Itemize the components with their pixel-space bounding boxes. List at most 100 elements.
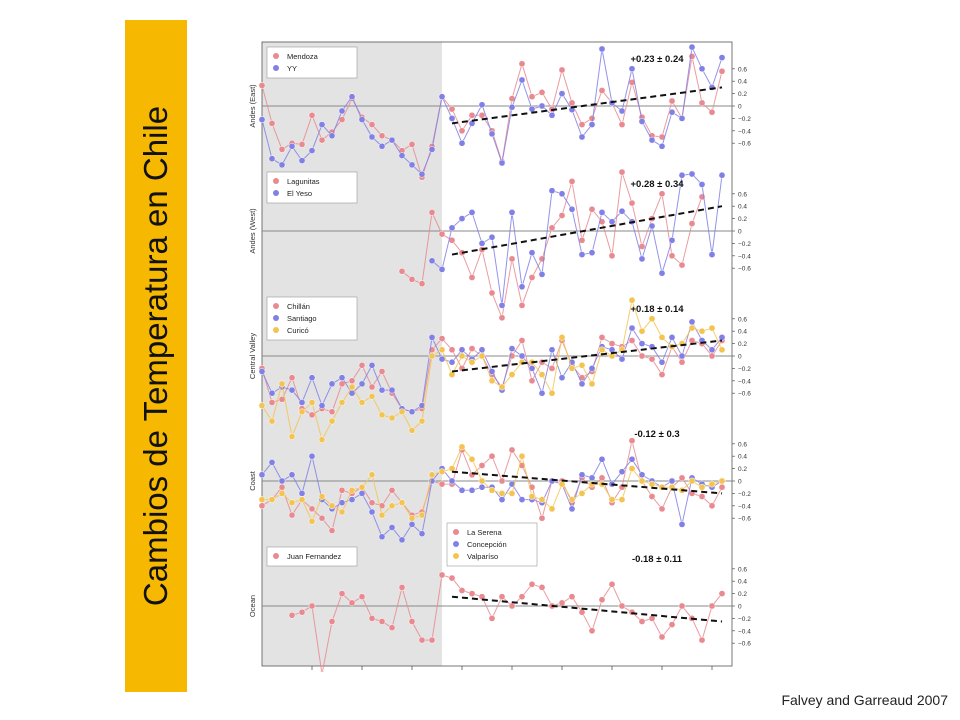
data-point bbox=[348, 496, 356, 503]
data-point bbox=[288, 611, 296, 619]
data-point bbox=[508, 345, 516, 352]
data-point bbox=[368, 361, 376, 369]
data-point bbox=[298, 157, 306, 164]
data-point bbox=[448, 224, 456, 232]
data-point bbox=[308, 602, 316, 610]
y-tick-label: −0.4 bbox=[738, 253, 751, 260]
y-tick-label: 0 bbox=[738, 229, 742, 236]
data-point bbox=[598, 334, 606, 341]
data-point bbox=[388, 502, 396, 510]
data-point bbox=[318, 514, 326, 522]
legend: Juan Fernandez bbox=[266, 546, 358, 567]
data-point bbox=[518, 452, 526, 460]
panel: −0.6 −0.4 −0.2 0 0.2 0.4 0.6 Andes (West) +0.28 … bbox=[248, 168, 751, 322]
legend-label: Curicó bbox=[287, 326, 309, 335]
legend-label: Concepción bbox=[467, 540, 507, 549]
data-point bbox=[498, 593, 506, 601]
data-point bbox=[298, 608, 306, 616]
data-point bbox=[288, 499, 296, 507]
data-point bbox=[308, 111, 316, 119]
data-point bbox=[658, 269, 666, 277]
data-point bbox=[518, 283, 526, 291]
data-point bbox=[378, 142, 386, 150]
data-point bbox=[628, 337, 636, 344]
data-point bbox=[358, 490, 366, 497]
legend-label: Lagunitas bbox=[287, 177, 320, 186]
data-point bbox=[268, 155, 276, 163]
data-point bbox=[488, 130, 496, 138]
legend-label: El Yeso bbox=[287, 189, 312, 198]
data-point bbox=[618, 168, 626, 176]
data-point bbox=[598, 596, 606, 604]
data-point bbox=[658, 142, 666, 150]
y-tick-label: 0.6 bbox=[738, 66, 747, 73]
data-point bbox=[518, 593, 526, 601]
data-point bbox=[708, 108, 716, 116]
legend-marker bbox=[273, 553, 279, 559]
data-point bbox=[408, 408, 416, 416]
data-point bbox=[588, 115, 596, 122]
data-point bbox=[668, 97, 676, 105]
data-point bbox=[678, 474, 686, 482]
data-point bbox=[478, 483, 486, 491]
data-point bbox=[638, 477, 646, 485]
legend: Mendoza YY bbox=[266, 46, 358, 79]
y-tick-label: 0.2 bbox=[738, 591, 747, 598]
data-point bbox=[668, 477, 676, 485]
data-point bbox=[628, 455, 636, 463]
y-tick-label: 0.6 bbox=[738, 566, 747, 573]
data-point bbox=[258, 368, 266, 375]
data-point bbox=[508, 490, 516, 497]
shaded-period bbox=[262, 42, 442, 666]
data-point bbox=[408, 618, 416, 625]
data-point bbox=[568, 99, 576, 107]
data-point bbox=[708, 324, 716, 332]
trend-label: +0.23 ± 0.24 bbox=[630, 54, 684, 65]
data-point bbox=[328, 408, 336, 416]
data-point bbox=[538, 371, 546, 378]
y-tick-label: 0.4 bbox=[738, 454, 747, 461]
data-point bbox=[648, 315, 656, 323]
data-point bbox=[488, 233, 496, 241]
data-point bbox=[458, 215, 466, 222]
data-point bbox=[518, 76, 526, 84]
data-point bbox=[448, 477, 456, 485]
panel-label: Coast bbox=[248, 470, 257, 491]
data-point bbox=[618, 207, 626, 215]
data-point bbox=[598, 474, 606, 482]
data-point bbox=[618, 496, 626, 503]
data-point bbox=[428, 352, 436, 360]
y-tick-label: −0.2 bbox=[738, 366, 751, 373]
data-point bbox=[288, 386, 296, 394]
data-point bbox=[488, 486, 496, 494]
data-point bbox=[338, 399, 346, 406]
data-point bbox=[398, 499, 406, 507]
series-line bbox=[431, 173, 723, 306]
data-point bbox=[358, 399, 366, 406]
data-point bbox=[548, 365, 556, 372]
data-point bbox=[468, 111, 476, 119]
y-tick-label: 0.2 bbox=[738, 466, 747, 473]
data-point bbox=[508, 480, 516, 488]
trend-line bbox=[451, 86, 723, 125]
data-point bbox=[368, 121, 376, 128]
data-point bbox=[288, 471, 296, 479]
data-point bbox=[308, 452, 316, 460]
legend-label: Chillán bbox=[287, 302, 310, 311]
data-point bbox=[668, 236, 676, 244]
data-point bbox=[568, 593, 576, 601]
data-point bbox=[278, 380, 286, 388]
data-point bbox=[258, 502, 266, 510]
data-point bbox=[268, 389, 276, 397]
data-point bbox=[288, 374, 296, 382]
data-point bbox=[478, 352, 486, 360]
data-point bbox=[558, 480, 566, 488]
data-point bbox=[508, 209, 516, 216]
data-point bbox=[268, 399, 276, 406]
data-point bbox=[608, 496, 616, 503]
data-point bbox=[688, 220, 696, 227]
data-point bbox=[588, 121, 596, 128]
data-point bbox=[668, 108, 676, 116]
legend-marker bbox=[273, 327, 279, 333]
data-point bbox=[658, 505, 666, 513]
